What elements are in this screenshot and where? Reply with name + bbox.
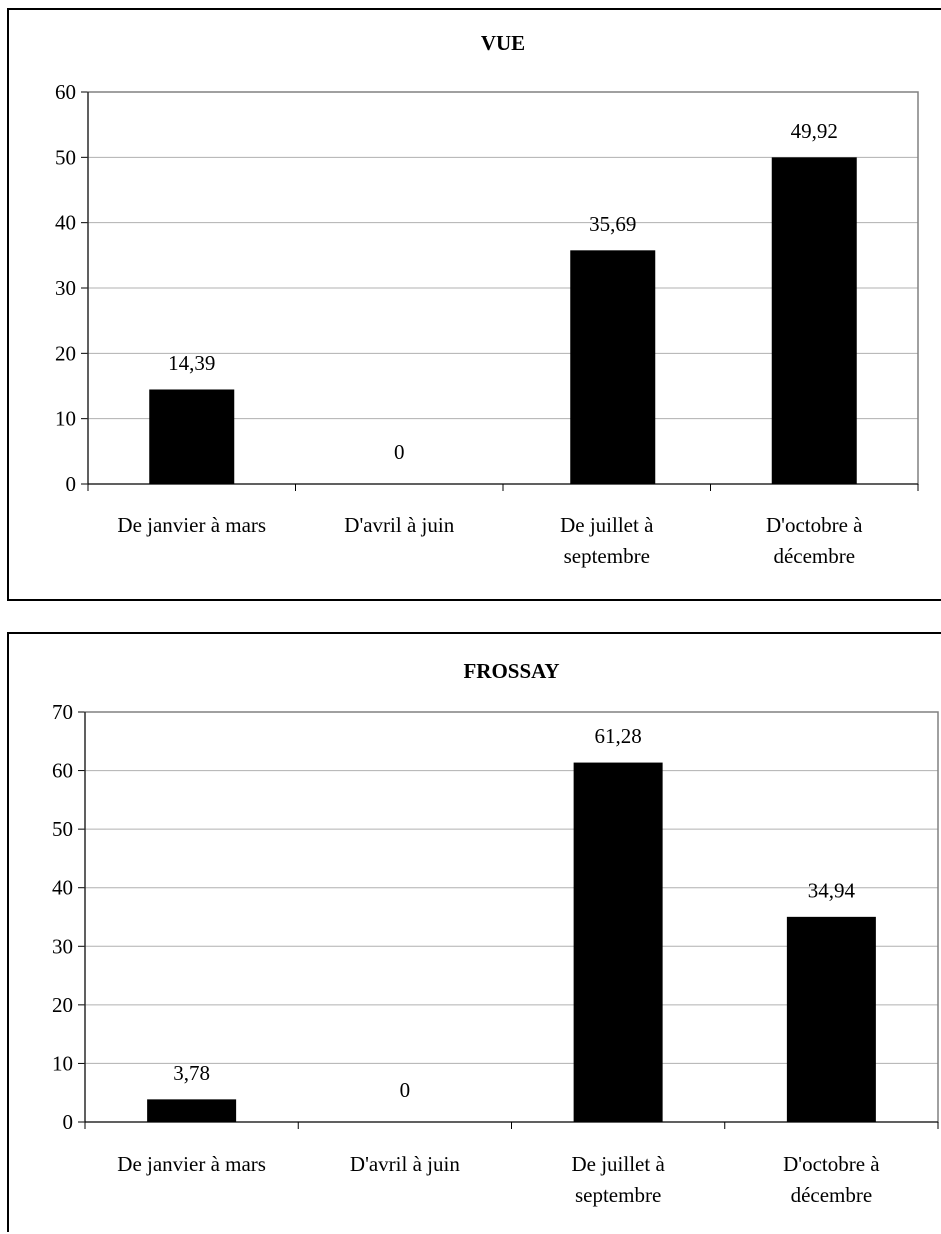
- category-label: De janvier à mars: [117, 513, 266, 537]
- y-tick-label: 30: [52, 934, 73, 958]
- bar: [149, 389, 235, 485]
- chart-frossay-svg: FROSSAY 0 10 20 30 40 50 60 70 3,78 De janvier à m…: [52, 659, 939, 1207]
- y-tick-label: 0: [66, 472, 77, 496]
- data-label: 35,69: [589, 212, 636, 236]
- bar: [573, 762, 663, 1123]
- chart-title: VUE: [481, 31, 525, 55]
- y-tick-label: 20: [52, 993, 73, 1017]
- category-label: De janvier à mars: [117, 1152, 266, 1176]
- y-tick-label: 20: [55, 341, 76, 365]
- category-label: décembre: [773, 544, 855, 568]
- chart-vue-svg: VUE 0 10 20 30 40 50 60 14,39 De janvier à mars 0 D…: [55, 31, 919, 568]
- chart-vue: VUE 0 10 20 30 40 50 60 14,39 De janvier à mars 0 D…: [7, 8, 941, 601]
- y-tick-label: 40: [52, 876, 73, 900]
- category-label: De juillet à: [560, 513, 654, 537]
- y-tick-label: 30: [55, 276, 76, 300]
- category-label: septembre: [575, 1183, 661, 1207]
- data-label: 3,78: [173, 1061, 210, 1085]
- data-label: 0: [400, 1078, 411, 1102]
- category-label: D'avril à juin: [350, 1152, 460, 1176]
- y-tick-label: 40: [55, 211, 76, 235]
- chart-title: FROSSAY: [463, 659, 559, 683]
- category-label: D'avril à juin: [344, 513, 454, 537]
- data-label: 0: [394, 440, 405, 464]
- y-tick-label: 50: [52, 817, 73, 841]
- data-label: 34,94: [808, 878, 856, 902]
- y-tick-label: 10: [52, 1051, 73, 1075]
- data-label: 14,39: [168, 351, 215, 375]
- y-tick-label: 60: [55, 80, 76, 104]
- y-tick-label: 60: [52, 759, 73, 783]
- category-label: De juillet à: [571, 1152, 665, 1176]
- category-label: septembre: [564, 544, 650, 568]
- y-tick-label: 70: [52, 700, 73, 724]
- y-tick-label: 10: [55, 407, 76, 431]
- category-label: D'octobre à: [783, 1152, 880, 1176]
- chart-frossay: FROSSAY 0 10 20 30 40 50 60 70 3,78 De janvier à m…: [7, 632, 941, 1232]
- category-label: décembre: [791, 1183, 873, 1207]
- bar: [147, 1099, 237, 1123]
- bar: [570, 250, 656, 485]
- bar: [771, 157, 857, 485]
- data-label: 61,28: [595, 724, 642, 748]
- bar: [786, 916, 876, 1123]
- category-label: D'octobre à: [766, 513, 863, 537]
- y-tick-label: 0: [63, 1110, 74, 1134]
- y-tick-label: 50: [55, 145, 76, 169]
- data-label: 49,92: [791, 119, 838, 143]
